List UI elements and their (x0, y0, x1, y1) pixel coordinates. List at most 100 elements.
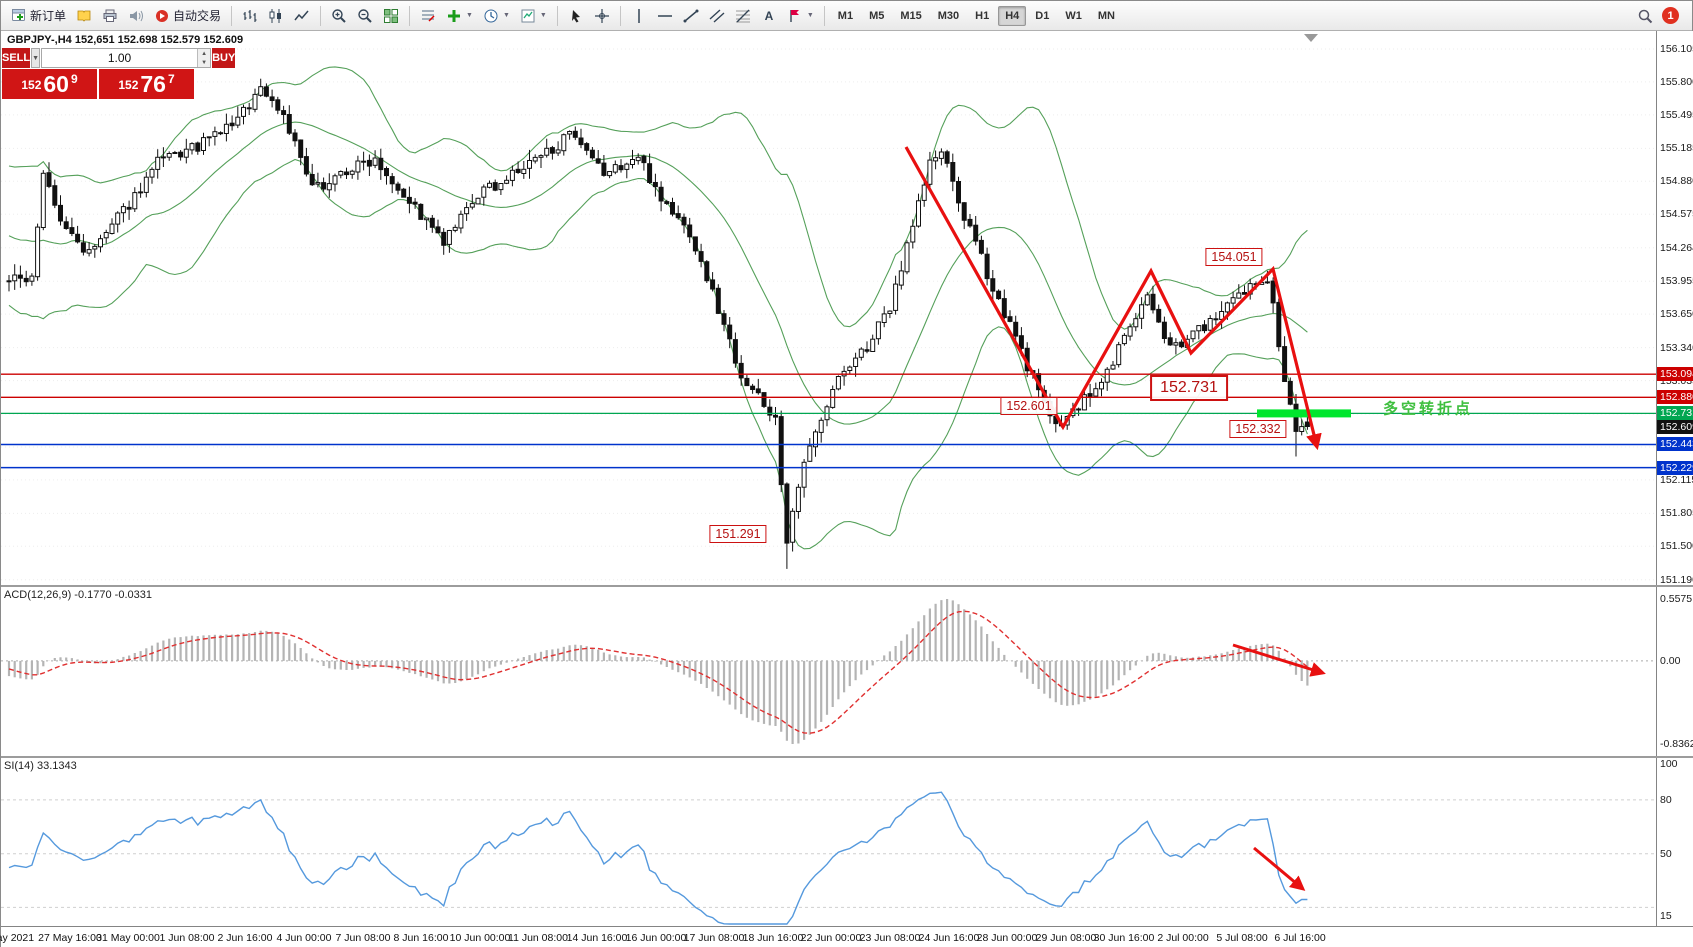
rsi-canvas[interactable] (1, 758, 1656, 926)
turning-point-text[interactable]: 多空转折点 (1382, 400, 1474, 418)
autotrade-icon (156, 9, 169, 22)
zoom-out-button[interactable] (352, 4, 378, 28)
notification-badge[interactable]: 1 (1662, 7, 1679, 24)
tile-windows-button[interactable] (378, 4, 404, 28)
new-order-button[interactable]: 新订单 (6, 4, 71, 28)
macd-trend-arrow[interactable] (1232, 643, 1326, 677)
time-axis-label: 16 Jun 00:00 (625, 932, 687, 944)
time-axis-label: 11 Jun 08:00 (508, 932, 568, 944)
time-axis-label: 8 Jun 16:00 (393, 932, 449, 944)
chart-window-button[interactable] (71, 4, 97, 28)
print-button[interactable] (97, 4, 123, 28)
trendline-button[interactable] (678, 4, 704, 28)
periods-button[interactable]: ▼ (478, 4, 515, 28)
toolbar-separator (320, 5, 322, 26)
volume-decrease-button[interactable]: ▼ (198, 58, 211, 67)
timeframe-button-H1[interactable]: H1 (975, 9, 990, 22)
indicators-button[interactable] (415, 4, 441, 28)
bar-chart-button[interactable] (237, 4, 263, 28)
timeframe-button-W1[interactable]: W1 (1065, 9, 1082, 22)
sell-button[interactable]: SELL (2, 48, 31, 68)
macd-canvas[interactable] (1, 587, 1656, 756)
chart-ohlc-title: GBPJPY-,H4 152,651 152.698 152.579 152.6… (7, 34, 244, 46)
price-annotation-152.731[interactable]: 152.731 (1150, 375, 1228, 401)
crosshair-button[interactable] (589, 4, 615, 28)
fibonacci-button[interactable] (730, 4, 756, 28)
buy-price-prefix: 152 (118, 78, 139, 92)
rsi-axis-label: 100 (1660, 758, 1678, 770)
price-chart-panel: 156.105 155.800 155.495 155.185 154.880 154.5… (1, 31, 1693, 585)
horizontal-line-button[interactable] (652, 4, 678, 28)
price-axis[interactable]: 156.105 155.800 155.495 155.185 154.880 154.5… (1656, 31, 1693, 585)
buy-button[interactable]: BUY (212, 48, 236, 68)
price-chart-canvas[interactable] (1, 31, 1656, 585)
autotrading-button[interactable]: 自动交易 (149, 4, 226, 28)
time-axis-label: 1 Jun 08:00 (159, 932, 215, 944)
timeframe-button-D1[interactable]: D1 (1035, 9, 1050, 22)
support-zone-highlight[interactable] (1257, 409, 1351, 418)
dropdown-arrow-icon: ▼ (806, 12, 814, 19)
timeframe-button-M5[interactable]: M5 (869, 9, 885, 22)
sell-price-display[interactable]: 152 60 9 (2, 69, 97, 99)
channel-button[interactable] (704, 4, 730, 28)
alerts-button[interactable] (123, 4, 149, 28)
price-line-tag-153.094: 153.094 (1657, 367, 1693, 381)
panel-splitter[interactable] (1, 585, 1693, 587)
arrows-button[interactable]: ▼ (782, 4, 819, 28)
time-axis-label: 6 Jul 16:00 (1274, 932, 1326, 944)
new-order-icon (12, 8, 25, 21)
buy-price-sup: 7 (167, 72, 175, 86)
volume-stepper: ▲ ▼ (197, 49, 211, 67)
channel-icon (709, 8, 725, 23)
price-annotation-152.332[interactable]: 152.332 (1229, 420, 1287, 438)
cursor-button[interactable] (563, 4, 589, 28)
time-axis-label: 30 Jun 16:00 (1093, 932, 1155, 944)
timeframe-button-M1[interactable]: M1 (837, 9, 854, 22)
templates-button[interactable]: ▼ (515, 4, 552, 28)
search-button[interactable] (1632, 4, 1658, 28)
toolbar-separator (619, 5, 621, 26)
price-annotation-152.601[interactable]: 152.601 (1000, 397, 1058, 415)
text-button[interactable]: A (756, 4, 782, 28)
rsi-panel: 100 80 50 15 SI(14) 33.1343 (1, 758, 1693, 926)
time-axis-label: 10 Jun 00:00 (449, 932, 511, 944)
time-axis-label: 18 Jun 16:00 (742, 932, 804, 944)
panel-splitter[interactable] (1, 756, 1693, 758)
timeframe-button-H4[interactable]: H4 (998, 5, 1027, 26)
add-indicator-button[interactable]: ▼ (441, 4, 478, 28)
print-icon (103, 9, 117, 22)
bollinger-upper-band (8, 66, 1308, 330)
rsi-indicator-label: SI(14) 33.1343 (4, 760, 77, 772)
zoom-in-button[interactable] (326, 4, 352, 28)
volume-input[interactable] (42, 49, 198, 67)
chart-window: 156.105 155.800 155.495 155.185 154.880 154.5… (0, 31, 1693, 947)
svg-text:A: A (765, 9, 774, 23)
indicator-list-icon (422, 9, 435, 22)
price-axis-label: 151.805 (1660, 507, 1693, 519)
price-axis-label: 155.185 (1660, 142, 1693, 154)
tiles-icon (384, 8, 399, 23)
trendline-icon (683, 9, 699, 22)
vertical-line-button[interactable] (626, 4, 652, 28)
chart-shift-marker[interactable] (1304, 34, 1318, 42)
price-line-tag-152.609: 152.609 (1657, 420, 1693, 434)
price-annotation-154.051[interactable]: 154.051 (1205, 248, 1263, 266)
line-icon (294, 10, 309, 20)
macd-axis-label: -0.8362 (1660, 738, 1693, 750)
rsi-trend-arrow[interactable] (1253, 846, 1306, 891)
timeframe-button-MN[interactable]: MN (1097, 9, 1115, 22)
price-axis-label: 155.495 (1660, 109, 1693, 121)
timeframe-button-M30[interactable]: M30 (937, 9, 960, 22)
time-axis-label: 2 Jul 00:00 (1157, 932, 1209, 944)
buy-price-display[interactable]: 152 76 7 (99, 69, 194, 99)
volume-increase-button[interactable]: ▲ (198, 49, 211, 58)
timeframe-button-M15[interactable]: M15 (900, 9, 922, 22)
price-annotation-151.291[interactable]: 151.291 (709, 525, 767, 543)
time-axis-label: 7 Jun 08:00 (335, 932, 391, 944)
candlestick-chart-button[interactable] (263, 4, 289, 28)
trend-arrow[interactable] (904, 146, 1322, 451)
line-chart-button[interactable] (289, 4, 315, 28)
order-options-dropdown[interactable]: ▼ (31, 48, 41, 68)
